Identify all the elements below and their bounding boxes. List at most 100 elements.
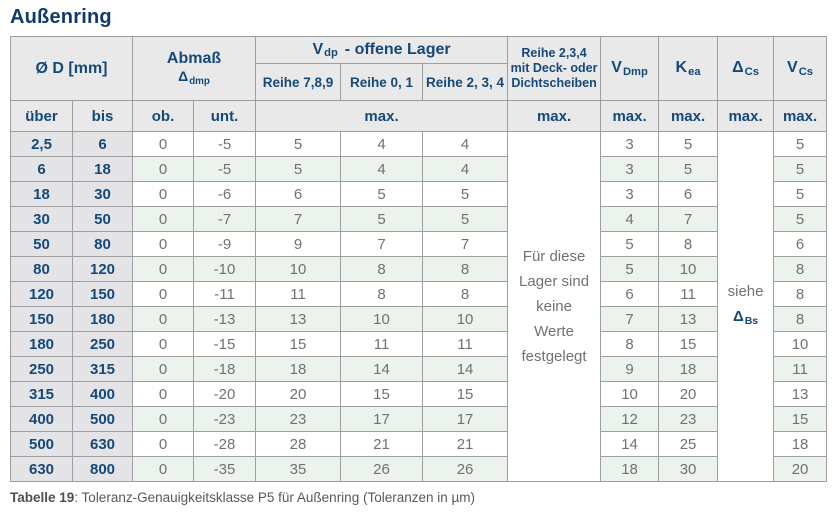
cell-bis: 400 [72,381,133,407]
col-header-vdmp: VDmp [600,36,660,101]
cell-bis: 500 [72,406,133,432]
cell-unt: -15 [192,331,257,357]
cell-vcs: 10 [773,331,828,357]
table-row: 315 400 0 -20 20 15 15 10 20 13 [10,381,828,407]
cell-r789: 28 [255,431,342,457]
cell-vdmp: 8 [600,331,660,357]
cell-vdmp: 6 [600,281,660,307]
cell-unt: -5 [192,156,257,182]
col-header-reihe01: Reihe 0, 1 [340,63,424,101]
cell-bis: 180 [72,306,133,332]
cell-ueber: 30 [10,206,73,232]
cell-ueber: 80 [10,256,73,282]
cell-r789: 35 [255,456,342,482]
cell-unt: -10 [192,256,257,282]
table-row: 50 80 0 -9 9 7 7 5 8 6 [10,231,828,257]
cell-kea: 5 [658,131,719,157]
cell-vdmp: 10 [600,381,660,407]
cell-r01: 8 [340,256,424,282]
cell-r01: 7 [340,231,424,257]
cell-r234: 4 [422,156,509,182]
col-header-vcs: VCs [773,36,828,101]
col-header-diameter: Ø D [mm] [10,36,133,101]
col-header-abmass: Abmaß Δdmp [131,36,257,101]
cell-ob: 0 [132,181,194,207]
cell-vdmp: 5 [600,231,660,257]
cell-r234: 14 [422,356,509,382]
cell-vdmp: 5 [600,256,660,282]
cell-r234: 5 [422,206,509,232]
col-header-reihe234: Reihe 2, 3, 4 [422,63,509,101]
delta-cs-note-cell: siehe ΔBs [717,131,775,482]
cell-ueber: 400 [10,406,73,432]
max-label-dcs: max. [717,100,775,132]
cell-kea: 10 [658,256,719,282]
cell-vdmp: 3 [600,181,660,207]
cell-r01: 10 [340,306,424,332]
cell-r01: 4 [340,131,424,157]
cell-vcs: 8 [773,281,828,307]
cell-vdmp: 14 [600,431,660,457]
cell-r234: 10 [422,306,509,332]
cell-kea: 20 [658,381,719,407]
cell-vcs: 18 [773,431,828,457]
cell-r234: 7 [422,231,509,257]
cell-r234: 4 [422,131,509,157]
cell-r789: 5 [255,131,342,157]
cell-unt: -13 [192,306,257,332]
cell-r01: 5 [340,206,424,232]
header-row-limits: über bis ob. unt. max. max. max. max. ma… [10,100,828,132]
cell-r234: 8 [422,256,509,282]
cell-r789: 6 [255,181,342,207]
cell-vdmp: 18 [600,456,660,482]
cell-bis: 6 [72,131,133,157]
cell-bis: 630 [72,431,133,457]
cell-unt: -5 [192,131,257,157]
cell-r234: 26 [422,456,509,482]
tolerance-table: Ø D [mm] Abmaß Δdmp Vdp - offene Lager Re… [10,36,828,482]
cell-ueber: 18 [10,181,73,207]
cell-kea: 13 [658,306,719,332]
cell-r01: 21 [340,431,424,457]
cell-ueber: 2,5 [10,131,73,157]
abmass-symbol: Δdmp [178,68,210,87]
cell-bis: 120 [72,256,133,282]
cell-vdmp: 3 [600,131,660,157]
delta-bs-symbol: ΔBs [732,308,759,327]
cell-r234: 5 [422,181,509,207]
cell-ob: 0 [132,306,194,332]
cell-vcs: 5 [773,131,828,157]
col-header-reihe789: Reihe 7,8,9 [255,63,342,101]
cell-bis: 250 [72,331,133,357]
cell-r01: 8 [340,281,424,307]
table-row: 150 180 0 -13 13 10 10 7 13 8 [10,306,828,332]
table-header: Ø D [mm] Abmaß Δdmp Vdp - offene Lager Re… [10,36,828,132]
cell-r234: 11 [422,331,509,357]
diameter-label: Ø D [mm] [35,59,108,77]
cell-bis: 80 [72,231,133,257]
cell-ueber: 150 [10,306,73,332]
cell-kea: 23 [658,406,719,432]
page-title: Außenring [10,6,112,28]
cell-unt: -11 [192,281,257,307]
cell-r789: 18 [255,356,342,382]
cell-r234: 17 [422,406,509,432]
table-row: 18 30 0 -6 6 5 5 3 6 5 [10,181,828,207]
cell-r01: 4 [340,156,424,182]
cell-ob: 0 [132,281,194,307]
cell-r01: 15 [340,381,424,407]
col-header-ueber: über [10,100,73,132]
max-label-vdp: max. [255,100,509,132]
max-label-kea: max. [658,100,719,132]
cell-unt: -6 [192,181,257,207]
cell-vdmp: 12 [600,406,660,432]
cell-r789: 5 [255,156,342,182]
cell-unt: -28 [192,431,257,457]
cell-r234: 15 [422,381,509,407]
cell-vcs: 8 [773,306,828,332]
cell-unt: -18 [192,356,257,382]
cell-r789: 9 [255,231,342,257]
cell-kea: 11 [658,281,719,307]
cell-vcs: 6 [773,231,828,257]
siehe-label: siehe [727,283,764,301]
